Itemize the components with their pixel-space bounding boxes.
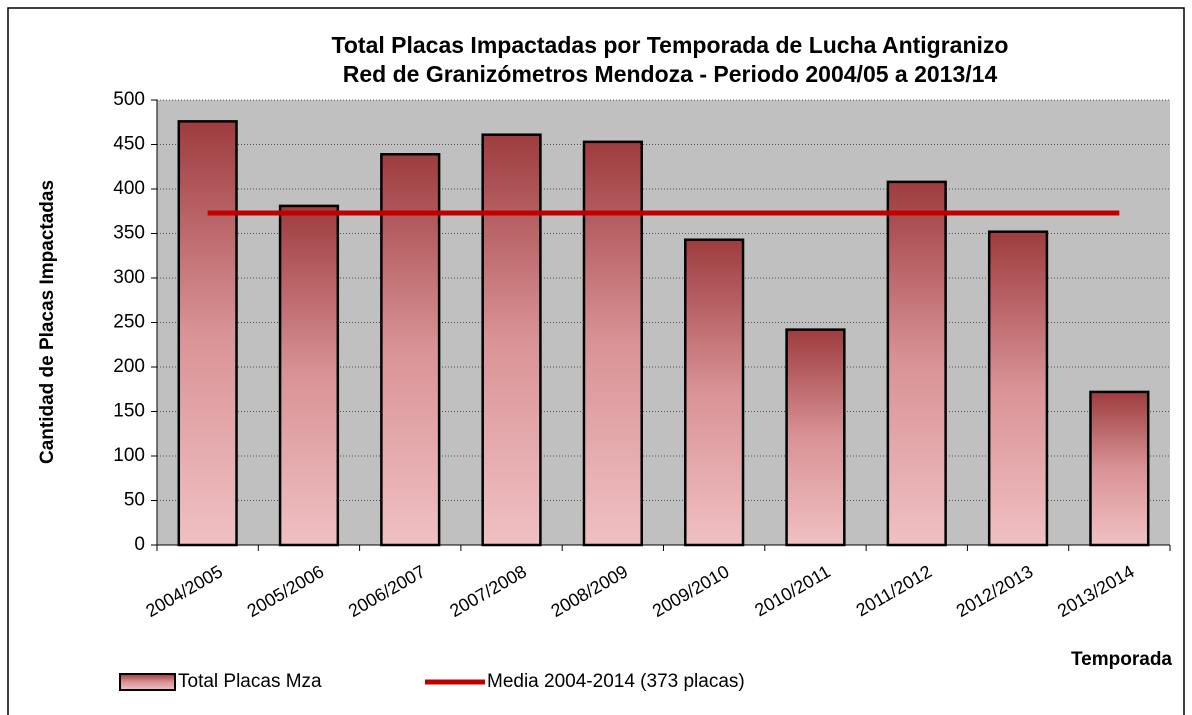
y-tick-label: 350	[113, 223, 145, 244]
y-tick-label: 250	[113, 312, 145, 333]
bar	[987, 230, 1049, 547]
y-tick-label: 300	[113, 267, 145, 288]
bar	[278, 204, 340, 547]
bar	[582, 140, 643, 547]
y-tick-label: 100	[113, 445, 145, 466]
y-tick-label: 150	[113, 401, 145, 422]
y-tick-label: 500	[113, 89, 145, 110]
bar	[886, 180, 947, 547]
bar	[785, 328, 846, 547]
y-tick-label: 0	[134, 534, 145, 555]
bar	[177, 120, 238, 547]
y-tick-label: 450	[113, 134, 145, 155]
bar	[1089, 390, 1150, 547]
bar	[380, 153, 441, 547]
legend-label: Total Placas Mza	[178, 671, 322, 692]
bar	[684, 238, 745, 547]
chart-title: Total Placas Impactadas por Temporada de…	[332, 32, 1009, 58]
x-axis-label: Temporada	[1071, 649, 1172, 670]
y-axis-label: Cantidad de Placas Impactadas	[37, 180, 58, 464]
chart-subtitle: Red de Granizómetros Mendoza - Periodo 2…	[343, 61, 998, 87]
y-tick-label: 200	[113, 356, 145, 377]
y-tick-label: 50	[124, 490, 145, 511]
bar	[481, 133, 542, 547]
legend-label: Media 2004-2014 (373 placas)	[487, 671, 745, 692]
y-tick-label: 400	[113, 178, 145, 199]
legend-swatch	[119, 673, 176, 691]
